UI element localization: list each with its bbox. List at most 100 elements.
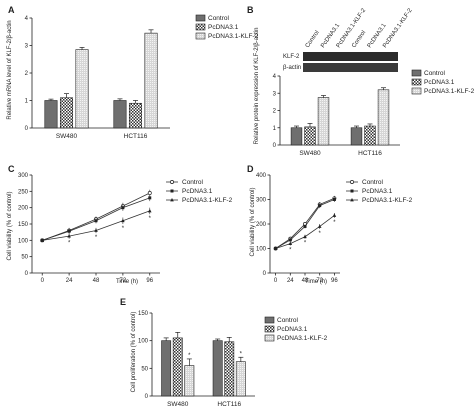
marker-square	[288, 238, 292, 242]
legend-swatch	[264, 334, 275, 342]
blot-band-actin	[303, 63, 398, 72]
western-blot: KLF-2 β-actin Control PcDNA3.1PcDNA3.1-KL…	[283, 7, 414, 72]
legend-swatch	[264, 325, 275, 333]
significance-mark: *	[149, 216, 152, 222]
y-tick-label: 4	[273, 74, 277, 80]
marker-triangle	[350, 198, 354, 202]
y-tick-label: 300	[18, 173, 29, 179]
legend-entry: PcDNA3.1-KLF-2	[424, 88, 474, 95]
bar	[212, 340, 223, 397]
legend-entry: PcDNA3.1	[182, 188, 213, 195]
bar	[128, 102, 143, 129]
marker-square	[318, 204, 322, 208]
marker-triangle	[332, 213, 337, 217]
y-tick-label: 200	[18, 206, 29, 212]
category-label: SW480	[167, 401, 189, 408]
marker-square	[94, 219, 98, 223]
panel-label-a: A	[8, 5, 15, 15]
blot-lane-label: PcDNA3.1-KLF-2	[336, 7, 368, 49]
x-axis-label: Time (h)	[116, 279, 138, 285]
bar	[224, 341, 235, 397]
x-tick-label: 0	[274, 278, 278, 284]
y-tick-label: 400	[256, 173, 267, 179]
marker-triangle	[40, 238, 45, 242]
legend-entry: PcDNA3.1	[208, 24, 239, 31]
y-axis-label: Relative mRNA level of KLF-2/β-actin	[7, 20, 13, 119]
significance-mark: *	[319, 231, 322, 237]
panel-b: Relative protein expression of KLF-2/β-a…	[254, 7, 474, 157]
legend-entry: Control	[182, 179, 204, 186]
marker-triangle	[147, 208, 152, 213]
legend-swatch	[195, 23, 206, 31]
y-tick-label: 1	[25, 99, 29, 105]
bar	[113, 100, 127, 129]
bar	[377, 89, 390, 146]
y-tick-label: 0	[145, 394, 149, 400]
y-tick-label: 50	[21, 255, 28, 261]
marker-triangle	[67, 234, 71, 238]
x-tick-label: 0	[41, 278, 45, 284]
bar	[59, 97, 74, 129]
x-tick-label: 48	[93, 278, 100, 284]
marker-square	[148, 196, 152, 200]
blot-row-label-actin: β-actin	[283, 65, 301, 71]
legend-swatch	[195, 32, 206, 40]
y-tick-label: 200	[256, 222, 267, 228]
significance-mark: *	[240, 351, 243, 357]
bar	[235, 361, 246, 397]
significance-mark: *	[122, 226, 125, 232]
marker-circle	[350, 180, 354, 184]
legend-entry: Control	[362, 179, 384, 186]
y-tick-label: 100	[18, 238, 29, 244]
legend-entry: PcDNA3.1-KLF-2	[362, 197, 413, 204]
category-label: SW480	[299, 150, 321, 157]
legend-swatch	[195, 14, 206, 22]
blot-band-klf2	[303, 52, 398, 61]
y-axis-label: Cell proliferation (% of control)	[131, 312, 137, 393]
bar	[304, 126, 316, 146]
legend-entry: Control	[424, 70, 446, 77]
x-tick-label: 72	[120, 278, 127, 284]
marker-square	[303, 224, 307, 228]
y-tick-label: 1	[273, 126, 277, 132]
y-axis-label: Cell viability (% of control)	[7, 191, 13, 260]
significance-mark: *	[95, 235, 98, 241]
y-tick-label: 0	[263, 271, 267, 277]
category-label: SW480	[56, 133, 78, 140]
bar	[364, 125, 376, 146]
marker-triangle	[170, 198, 174, 202]
y-tick-label: 150	[18, 222, 29, 228]
x-tick-label: 96	[331, 278, 338, 284]
category-label: HCT116	[217, 401, 241, 408]
blot-lane-label: Control	[305, 30, 321, 49]
panel-label-d: D	[247, 164, 254, 174]
y-tick-label: 300	[256, 198, 267, 204]
blot-lane-label: PcDNA3.1-KLF-2	[382, 7, 414, 49]
marker-square	[67, 229, 71, 233]
marker-circle	[170, 180, 174, 184]
bar	[184, 365, 195, 397]
x-tick-label: 48	[302, 278, 309, 284]
legend-swatch	[411, 87, 422, 95]
marker-triangle	[317, 224, 322, 228]
y-tick-label: 3	[25, 44, 29, 50]
bar	[75, 49, 89, 129]
legend-swatch	[411, 69, 422, 77]
bar	[350, 127, 363, 146]
significance-mark: *	[333, 220, 336, 226]
bar	[144, 32, 158, 129]
panel-label-e: E	[120, 297, 126, 307]
y-tick-label: 150	[138, 311, 149, 317]
bar	[317, 97, 330, 146]
y-tick-label: 250	[18, 189, 29, 195]
bar	[44, 100, 58, 129]
y-tick-label: 2	[273, 109, 277, 115]
panel-label-c: C	[8, 164, 15, 174]
marker-triangle	[273, 246, 278, 250]
panel-label-b: B	[247, 5, 254, 15]
x-tick-label: 72	[316, 278, 323, 284]
y-tick-label: 100	[256, 247, 267, 253]
panel-d: Cell viability (% of control) Time (h) 0…	[250, 173, 413, 285]
marker-square	[121, 206, 125, 210]
